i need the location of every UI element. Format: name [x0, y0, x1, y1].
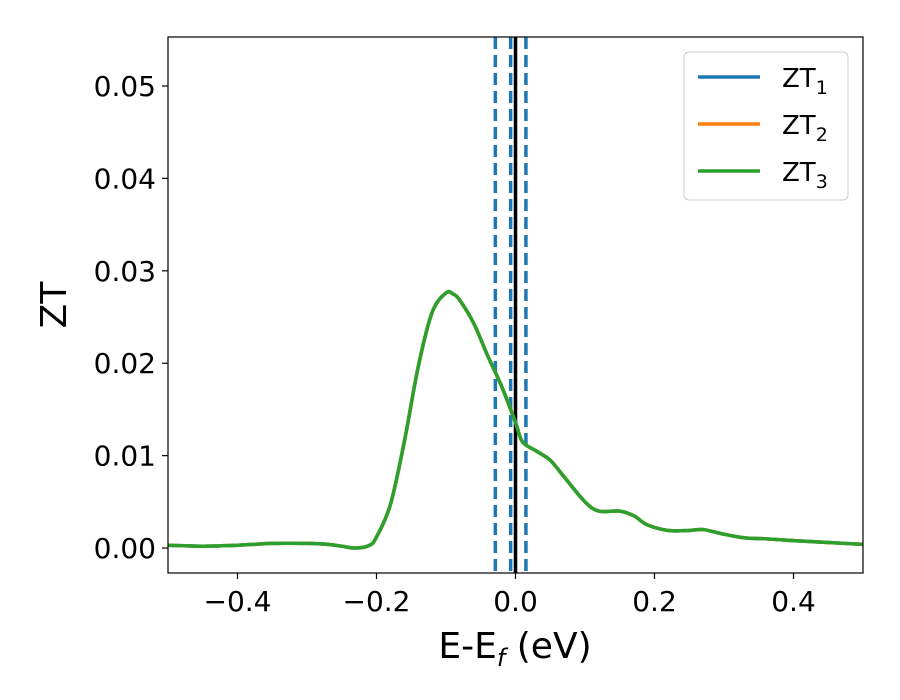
x-tick-label: −0.2 [343, 585, 411, 618]
legend-box [683, 51, 849, 201]
y-tick-label: 0.00 [94, 532, 156, 565]
legend-label: ZT1 [782, 64, 828, 99]
y-tick-label: 0.02 [94, 347, 156, 380]
y-tick-label: 0.04 [94, 162, 156, 195]
x-axis-label: E-Ef (eV) [438, 626, 591, 672]
legend-label: ZT3 [782, 158, 828, 193]
y-tick-label: 0.05 [94, 70, 156, 103]
legend-label: ZT2 [782, 111, 828, 146]
x-tick-label: −0.4 [204, 585, 272, 618]
x-tick-label: 0.2 [632, 585, 677, 618]
series-line-zt3 [168, 289, 863, 550]
y-tick-label: 0.03 [94, 255, 156, 288]
legend: ZT1 ZT2 ZT3 [683, 51, 849, 201]
y-axis-label: ZT [34, 281, 75, 329]
x-tick-label: 0.0 [493, 585, 538, 618]
x-tick-label: 0.4 [771, 585, 816, 618]
y-tick-label: 0.01 [94, 440, 156, 473]
